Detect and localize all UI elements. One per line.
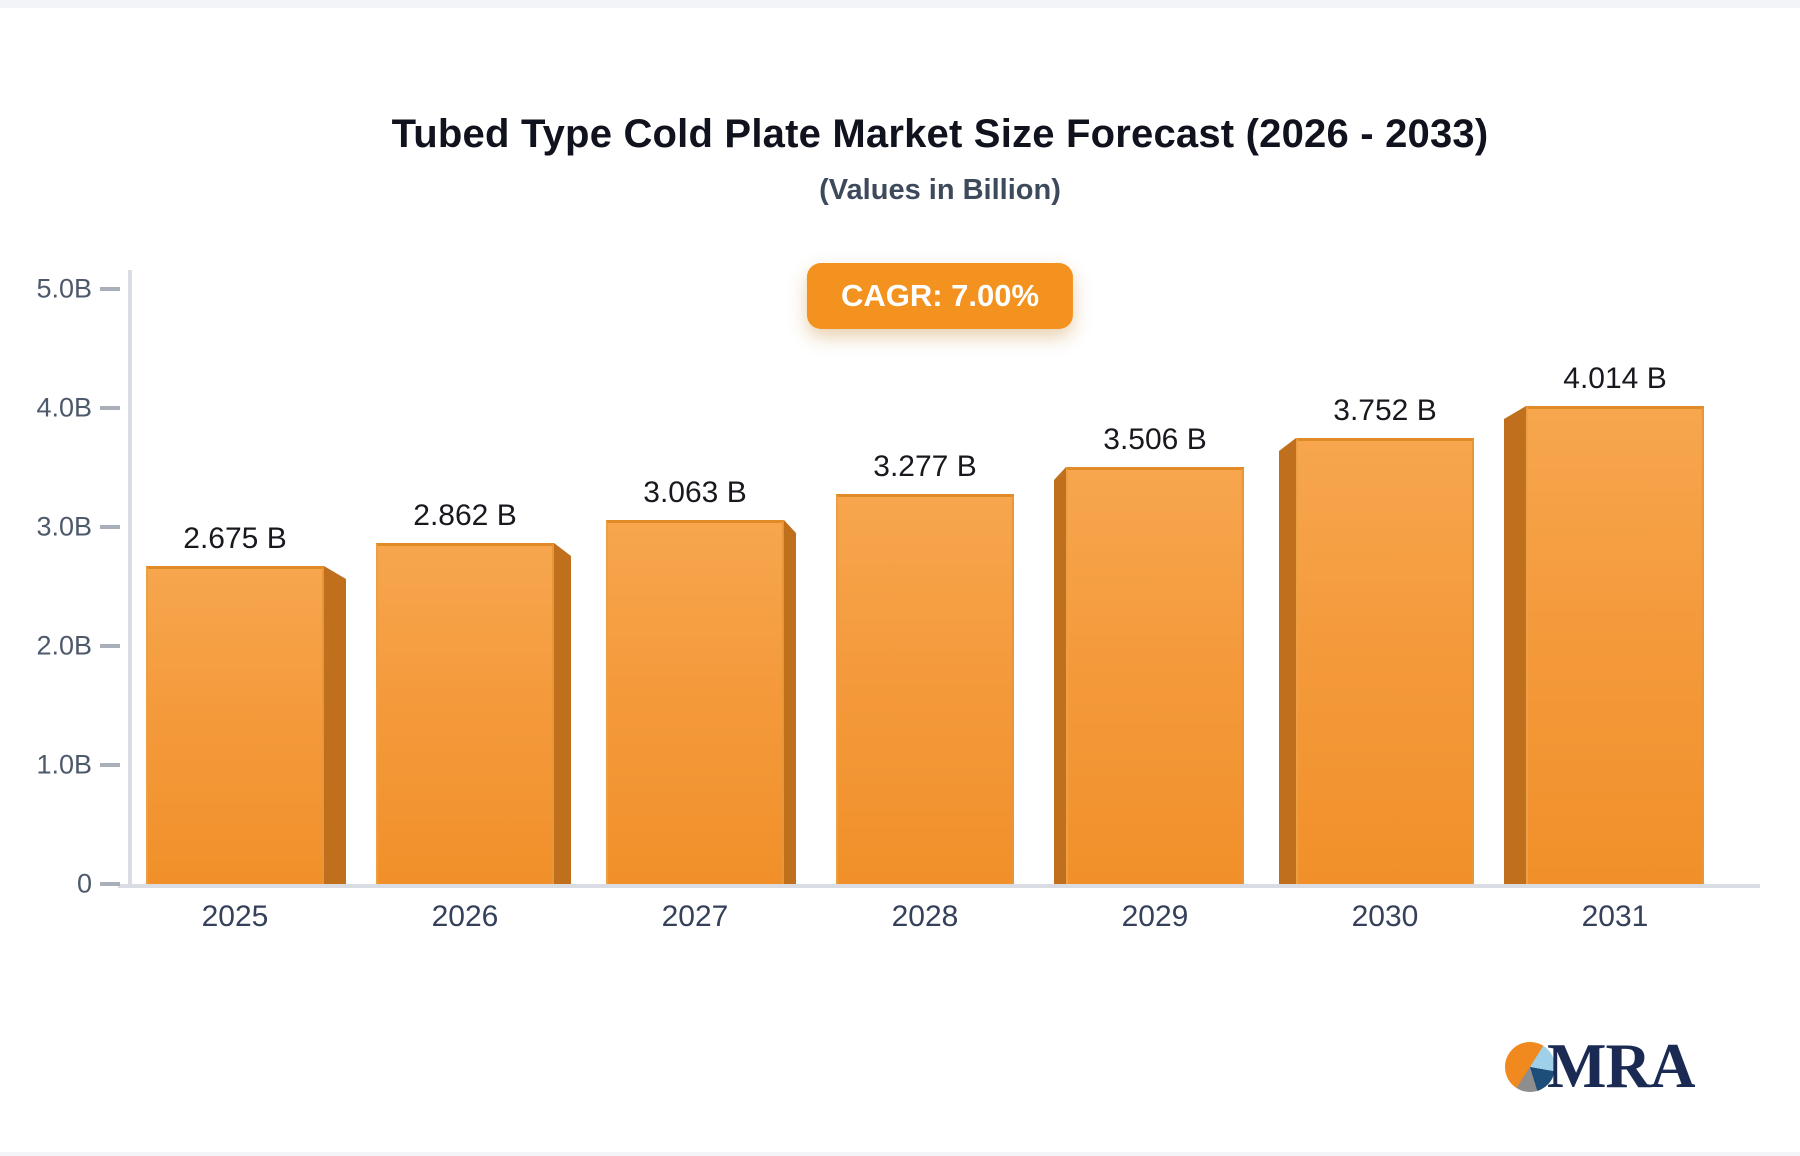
bar-side-face-2025 [324, 566, 346, 884]
y-tick-mark [100, 882, 120, 886]
bar-value-label: 3.277 B [873, 450, 977, 483]
cagr-badge: CAGR: 7.00% [806, 263, 1074, 329]
bar-side-face-2029 [1054, 467, 1066, 884]
bar-value-label: 2.862 B [413, 499, 517, 532]
bar-2031 [1526, 406, 1704, 884]
bar-side-face-2031 [1504, 406, 1526, 884]
mra-logo-text: MRA [1547, 1031, 1695, 1101]
bar-value-label: 3.063 B [643, 476, 747, 509]
x-axis-label-2027: 2027 [661, 900, 729, 933]
bar-value-label: 3.506 B [1103, 423, 1207, 456]
y-axis-line [128, 270, 132, 886]
bar-side-face-2026 [554, 543, 571, 884]
x-axis-label-2030: 2030 [1351, 900, 1419, 933]
y-tick-label: 0 [76, 868, 92, 899]
y-tick-label: 1.0B [36, 749, 92, 780]
y-tick-mark [100, 287, 120, 291]
x-axis-label-2026: 2026 [431, 900, 499, 933]
x-axis-label-2025: 2025 [201, 900, 269, 933]
y-tick-label: 4.0B [36, 392, 92, 423]
x-axis-line [118, 884, 1760, 888]
bar-2030 [1296, 438, 1474, 884]
bar-2027 [606, 520, 784, 884]
mra-logo: MRA [1505, 1031, 1735, 1101]
x-axis-label-2029: 2029 [1121, 900, 1189, 933]
bar-side-face-2027 [784, 520, 796, 884]
y-tick-label: 2.0B [36, 630, 92, 661]
page-bottom-edge [0, 1152, 1800, 1156]
y-tick-mark [100, 525, 120, 529]
y-tick-mark [100, 644, 120, 648]
y-tick-label: 5.0B [36, 273, 92, 304]
y-tick-mark [100, 763, 120, 767]
y-tick-mark [100, 406, 120, 410]
bar-value-label: 4.014 B [1563, 362, 1667, 395]
bar-2028 [836, 494, 1014, 884]
mra-pie-icon [1505, 1042, 1555, 1092]
bar-value-label: 3.752 B [1333, 394, 1437, 427]
bar-2025 [146, 566, 324, 884]
bar-value-label: 2.675 B [183, 522, 287, 555]
bar-side-face-2030 [1279, 438, 1296, 884]
bar-2026 [376, 543, 554, 884]
x-axis-label-2031: 2031 [1581, 900, 1649, 933]
y-tick-label: 3.0B [36, 511, 92, 542]
chart-subtitle: (Values in Billion) [819, 174, 1061, 206]
chart-title: Tubed Type Cold Plate Market Size Foreca… [391, 112, 1489, 156]
page-top-edge [0, 0, 1800, 8]
bar-2029 [1066, 467, 1244, 884]
x-axis-label-2028: 2028 [891, 900, 959, 933]
